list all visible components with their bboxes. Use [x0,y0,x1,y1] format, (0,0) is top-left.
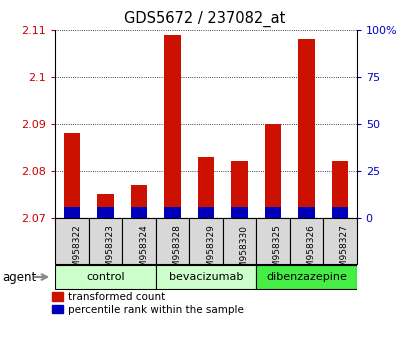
Bar [63,133,80,218]
Text: GSM958326: GSM958326 [306,225,315,280]
Text: GSM958322: GSM958322 [72,225,81,279]
Bar [264,124,281,218]
Bar [297,207,314,218]
Bar [256,218,289,264]
Text: bevacizumab: bevacizumab [169,272,243,282]
Bar [331,207,348,218]
Bar [189,218,222,264]
Bar [264,207,281,218]
Text: GSM958323: GSM958323 [106,225,114,280]
Text: GSM958324: GSM958324 [139,225,148,279]
Bar [256,265,356,289]
Text: agent: agent [2,270,36,284]
Bar [289,218,322,264]
Bar [164,207,180,218]
Text: GSM958325: GSM958325 [272,225,281,280]
Text: control: control [86,272,125,282]
Text: GSM958329: GSM958329 [205,225,214,280]
Bar [130,207,147,218]
Bar [130,185,147,218]
Bar [89,218,122,264]
Text: dibenzazepine: dibenzazepine [265,272,346,282]
Bar [63,207,80,218]
Bar [164,35,180,218]
Bar [97,194,114,218]
Legend: transformed count, percentile rank within the sample: transformed count, percentile rank withi… [52,292,243,315]
Bar [155,265,256,289]
Bar [222,218,256,264]
Bar [55,218,89,264]
Bar [97,207,114,218]
Bar [331,161,348,218]
Bar [231,207,247,218]
Bar [197,207,214,218]
Text: GSM958330: GSM958330 [239,225,248,280]
Bar [197,157,214,218]
Text: GSM958327: GSM958327 [339,225,348,280]
Bar [322,218,356,264]
Text: GSM958328: GSM958328 [172,225,181,280]
Text: GDS5672 / 237082_at: GDS5672 / 237082_at [124,11,285,27]
Bar [55,265,155,289]
Bar [297,39,314,218]
Bar [231,161,247,218]
Bar [155,218,189,264]
Bar [122,218,155,264]
